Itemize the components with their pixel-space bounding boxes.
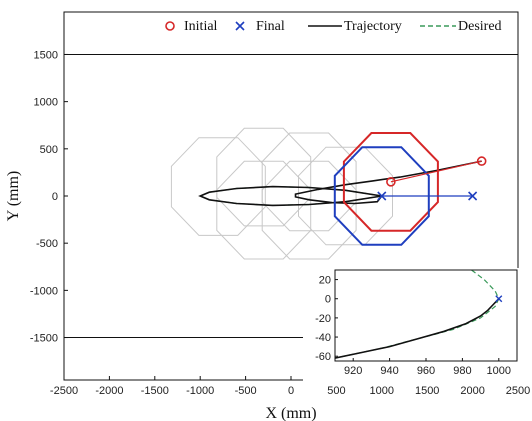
y-tick-label-1: -1000	[30, 285, 58, 297]
x-tick-label-5: 0	[288, 385, 294, 397]
y-tick-label-2: -500	[36, 238, 58, 250]
x-tick-label-6: 500	[327, 385, 345, 397]
x-tick-label-0: -2500	[50, 385, 78, 397]
legend-final-symbol	[235, 21, 245, 31]
initial-link	[390, 160, 482, 183]
legend-initial-symbol	[165, 21, 175, 31]
legend-final-label: Final	[256, 19, 285, 34]
inset-y-tick-label-2: -20	[315, 313, 331, 325]
inset-trajectory-path	[335, 298, 500, 359]
y-axis-label: Y (mm)	[5, 171, 22, 222]
inset-final-marker	[495, 295, 503, 303]
final-marker-1	[377, 191, 387, 201]
ghost-octagon-5	[216, 160, 312, 260]
x-tick-label-4: -500	[235, 385, 257, 397]
y-tick-label-3: 0	[52, 191, 58, 203]
main-plot-area	[64, 53, 518, 339]
initial-marker-1	[386, 177, 396, 187]
y-tick-label-0: -1500	[30, 333, 58, 345]
ghost-octagon-1	[170, 137, 266, 236]
inset-x-tick-label-0: 920	[344, 365, 362, 377]
x-tick-label-1: -2000	[95, 385, 123, 397]
x-tick-label-2: -1500	[141, 385, 169, 397]
inset-y-tick-label-4: 20	[319, 275, 331, 287]
final-octagon	[333, 146, 430, 246]
x-tick-label-10: 2500	[506, 385, 530, 397]
ghost-octagon-2	[216, 127, 312, 227]
y-tick-label-6: 1500	[34, 49, 58, 61]
x-tick-label-3: -1000	[186, 385, 214, 397]
inset-x-tick-label-3: 980	[453, 365, 471, 377]
legend-trajectory-label: Trajectory	[344, 19, 402, 34]
inset-x-tick-label-1: 940	[380, 365, 398, 377]
legend-desired-label: Desired	[458, 19, 502, 34]
inset-y-tick-label-0: -60	[315, 351, 331, 363]
y-tick-label-4: 500	[40, 144, 58, 156]
y-tick-label-5: 1000	[34, 97, 58, 109]
inset-x-tick-label-4: 1000	[487, 365, 511, 377]
final-marker-2	[468, 191, 478, 201]
x-tick-label-7: 1000	[370, 385, 394, 397]
inset-plot-area	[335, 270, 503, 359]
trajectory-path	[198, 160, 482, 207]
x-axis-label: X (mm)	[265, 405, 316, 421]
initial-marker-2	[476, 156, 487, 166]
inset-y-tick-label-3: 0	[325, 294, 331, 306]
legend: Initial Final Trajectory Desired	[165, 19, 502, 34]
x-tick-label-9: 2000	[460, 385, 484, 397]
inset-y-tick-label-1: -40	[315, 332, 331, 344]
x-tick-label-8: 1500	[415, 385, 439, 397]
inset-background	[303, 268, 519, 383]
ghost-octagon-6	[261, 160, 357, 260]
ghost-octagon-4	[298, 146, 393, 246]
legend-initial-label: Initial	[184, 19, 218, 34]
inset-x-tick-label-2: 960	[417, 365, 435, 377]
